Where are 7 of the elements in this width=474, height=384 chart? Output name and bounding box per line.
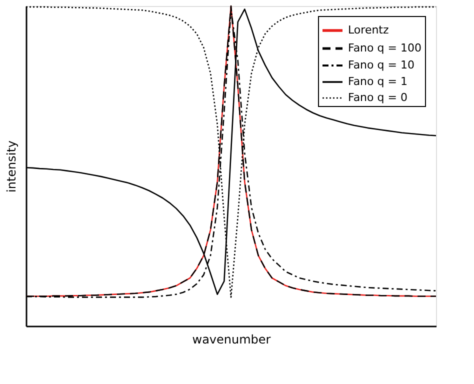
x-axis-title: wavenumber bbox=[192, 332, 271, 346]
legend-label: Fano q = 100 bbox=[348, 42, 422, 54]
legend-label: Fano q = 10 bbox=[348, 58, 414, 72]
legend-label: Lorentz bbox=[348, 24, 389, 36]
legend-label: Fano q = 0 bbox=[348, 91, 408, 104]
legend-label: Fano q = 1 bbox=[348, 75, 408, 88]
y-axis-title: intensity bbox=[4, 140, 18, 193]
